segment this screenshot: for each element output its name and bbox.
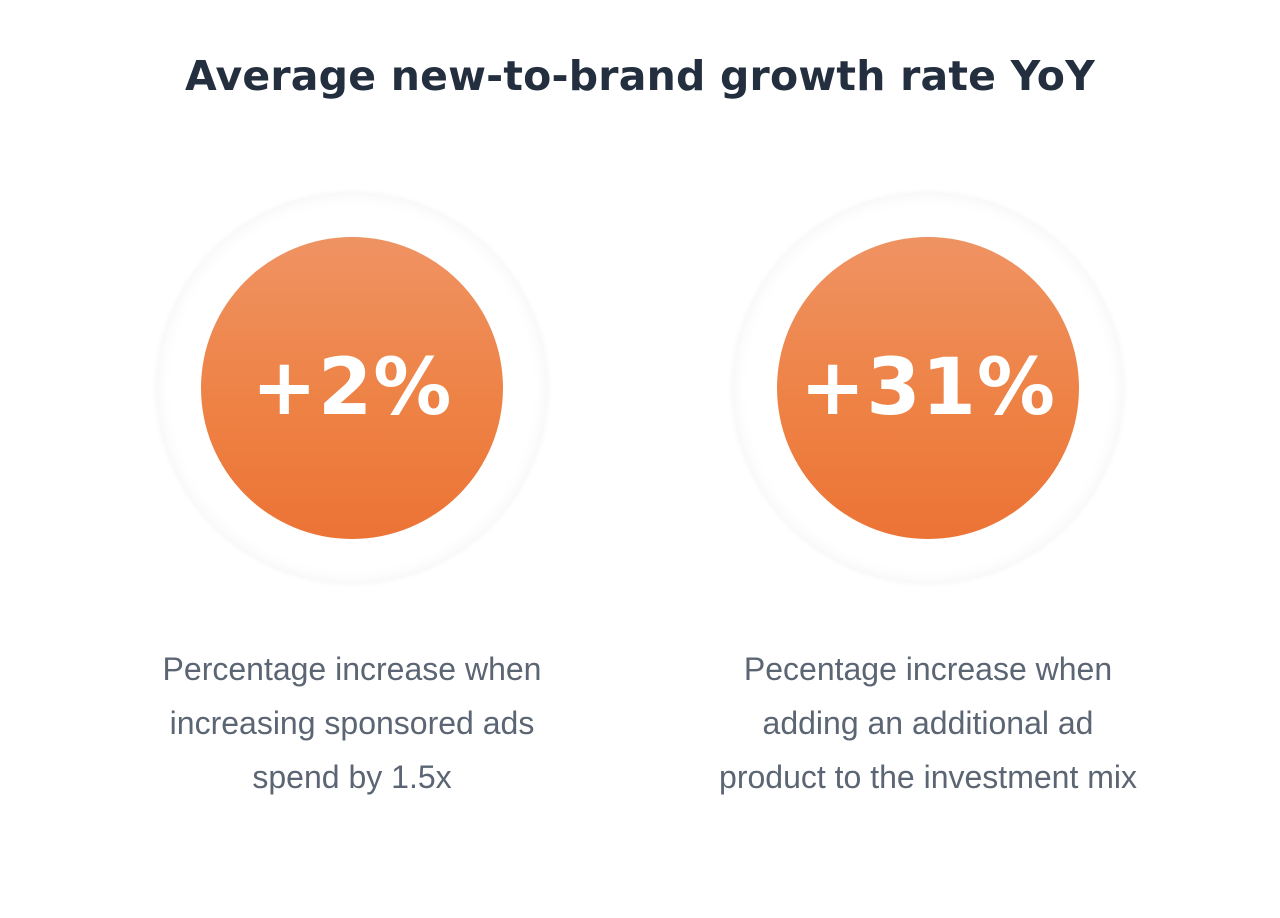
stat-value: +31%: [799, 343, 1057, 433]
stat-card-ad-spend: +2% Percentage increase when increasing …: [132, 192, 572, 804]
stat-disc: +2%: [201, 237, 503, 539]
stat-value: +2%: [251, 343, 453, 433]
stat-disc: +31%: [777, 237, 1079, 539]
stat-caption: Pecentage increase when adding an additi…: [719, 651, 1137, 795]
stat-ring: +31%: [732, 192, 1124, 584]
stat-caption: Percentage increase when increasing spon…: [162, 651, 542, 795]
stat-ring: +2%: [156, 192, 548, 584]
stat-card-ad-product: +31% Pecentage increase when adding an a…: [708, 192, 1148, 804]
page-title: Average new-to-brand growth rate YoY: [184, 52, 1096, 100]
